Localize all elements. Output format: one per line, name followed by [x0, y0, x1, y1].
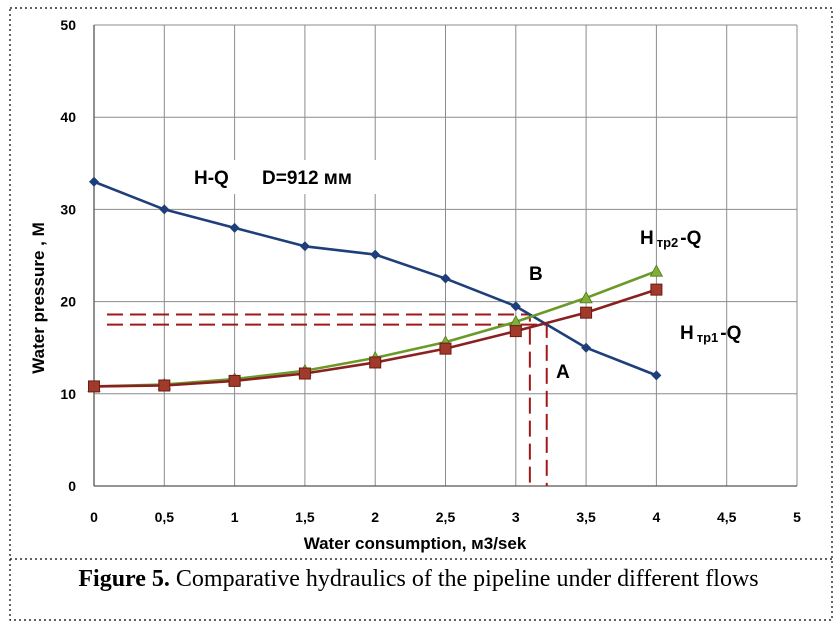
- annotation-htr2-sub: тр2: [657, 235, 679, 250]
- annotation-diameter: D=912 мм: [262, 168, 352, 189]
- x-tick-label: 2,5: [436, 509, 456, 525]
- y-tick-label: 40: [60, 109, 76, 125]
- x-tick-label: 2: [371, 509, 379, 525]
- x-tick-label: 3,5: [576, 509, 596, 525]
- data-point-diamond: [581, 342, 592, 353]
- x-tick-label: 1: [231, 509, 239, 525]
- annotation-point-a: A: [556, 362, 570, 383]
- x-tick-label: 0: [90, 509, 98, 525]
- y-axis-label: Water pressure , M: [29, 222, 48, 373]
- data-point-square: [88, 380, 100, 393]
- data-point-square: [158, 379, 171, 392]
- data-point-square: [369, 356, 382, 369]
- y-tick-label: 30: [60, 201, 76, 217]
- x-tick-label: 3: [512, 509, 520, 525]
- data-point-square: [509, 325, 522, 338]
- data-point-triangle: [649, 264, 664, 277]
- data-point-square: [228, 374, 241, 387]
- data-point-square: [439, 342, 452, 355]
- y-tick-label: 50: [60, 17, 76, 33]
- annotation-htr1-sub: тр1: [697, 330, 719, 345]
- annotation-htr1-q: -Q: [720, 323, 741, 344]
- caption-label: Figure 5.: [78, 566, 170, 592]
- reference-line-b: [107, 313, 531, 486]
- data-point-diamond: [651, 370, 662, 381]
- figure-caption: Figure 5. Comparative hydraulics of the …: [40, 565, 797, 593]
- annotation-hq: H-Q: [194, 168, 229, 189]
- data-point-diamond: [510, 301, 521, 312]
- y-tick-label: 10: [60, 386, 76, 402]
- figure-border: [9, 7, 833, 621]
- x-tick-label: 4,5: [717, 509, 737, 525]
- data-point-diamond: [159, 204, 170, 215]
- data-point-square: [580, 306, 593, 319]
- x-axis-label: Water consumption, м3/sek: [304, 534, 527, 553]
- x-tick-label: 1,5: [295, 509, 315, 525]
- annotation-htr2-h: H: [640, 228, 654, 249]
- data-point-diamond: [299, 241, 310, 252]
- reference-line-a: [107, 323, 548, 486]
- x-tick-label: 4: [653, 509, 661, 525]
- x-tick-label: 0,5: [155, 509, 175, 525]
- x-tick-label: 5: [793, 509, 801, 525]
- data-point-square: [650, 283, 663, 296]
- data-point-diamond: [89, 176, 99, 187]
- caption-text: Comparative hydraulics of the pipeline u…: [169, 566, 759, 592]
- data-point-square: [298, 367, 311, 380]
- annotation-htr2-q: -Q: [680, 228, 701, 249]
- data-point-diamond: [440, 273, 451, 284]
- annotation-htr1-h: H: [680, 323, 694, 344]
- data-point-diamond: [370, 249, 381, 260]
- axis-labels: Water consumption, м3/sek Water pressure…: [29, 222, 527, 553]
- data-point-triangle: [579, 291, 593, 304]
- y-tick-label: 0: [68, 478, 76, 494]
- annotation-point-b: B: [529, 264, 543, 285]
- annotation-background: [186, 160, 386, 194]
- y-tick-label: 20: [60, 294, 76, 310]
- data-point-diamond: [229, 222, 240, 233]
